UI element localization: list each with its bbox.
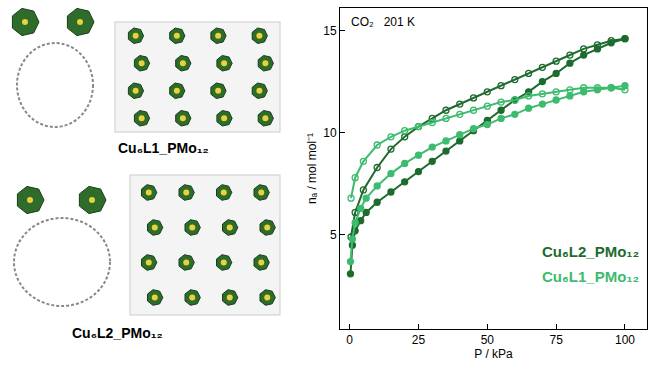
svg-text:75: 75 (549, 333, 563, 347)
svg-text:CO₂ 201 K: CO₂ 201 K (351, 15, 415, 29)
svg-text:P / kPa: P / kPa (474, 347, 513, 361)
svg-text:50: 50 (481, 333, 495, 347)
svg-text:Cu₆L2_PMo₁₂: Cu₆L2_PMo₁₂ (542, 243, 639, 260)
svg-text:5: 5 (330, 228, 337, 242)
svg-text:Cu₆L1_PMo₁₂: Cu₆L1_PMo₁₂ (542, 268, 639, 285)
svg-text:0: 0 (346, 333, 353, 347)
html-text:Cu₆L1_PMo₁₂: Cu₆L1_PMo₁₂ (118, 140, 209, 156)
svg-text:nₐ / mol mol⁻¹: nₐ / mol mol⁻¹ (305, 133, 319, 204)
svg-text:100: 100 (615, 333, 635, 347)
html-text:Cu₆L2_PMo₁₂: Cu₆L2_PMo₁₂ (72, 325, 163, 341)
svg-text:15: 15 (323, 24, 337, 38)
svg-text:25: 25 (412, 333, 426, 347)
svg-text:10: 10 (323, 126, 337, 140)
